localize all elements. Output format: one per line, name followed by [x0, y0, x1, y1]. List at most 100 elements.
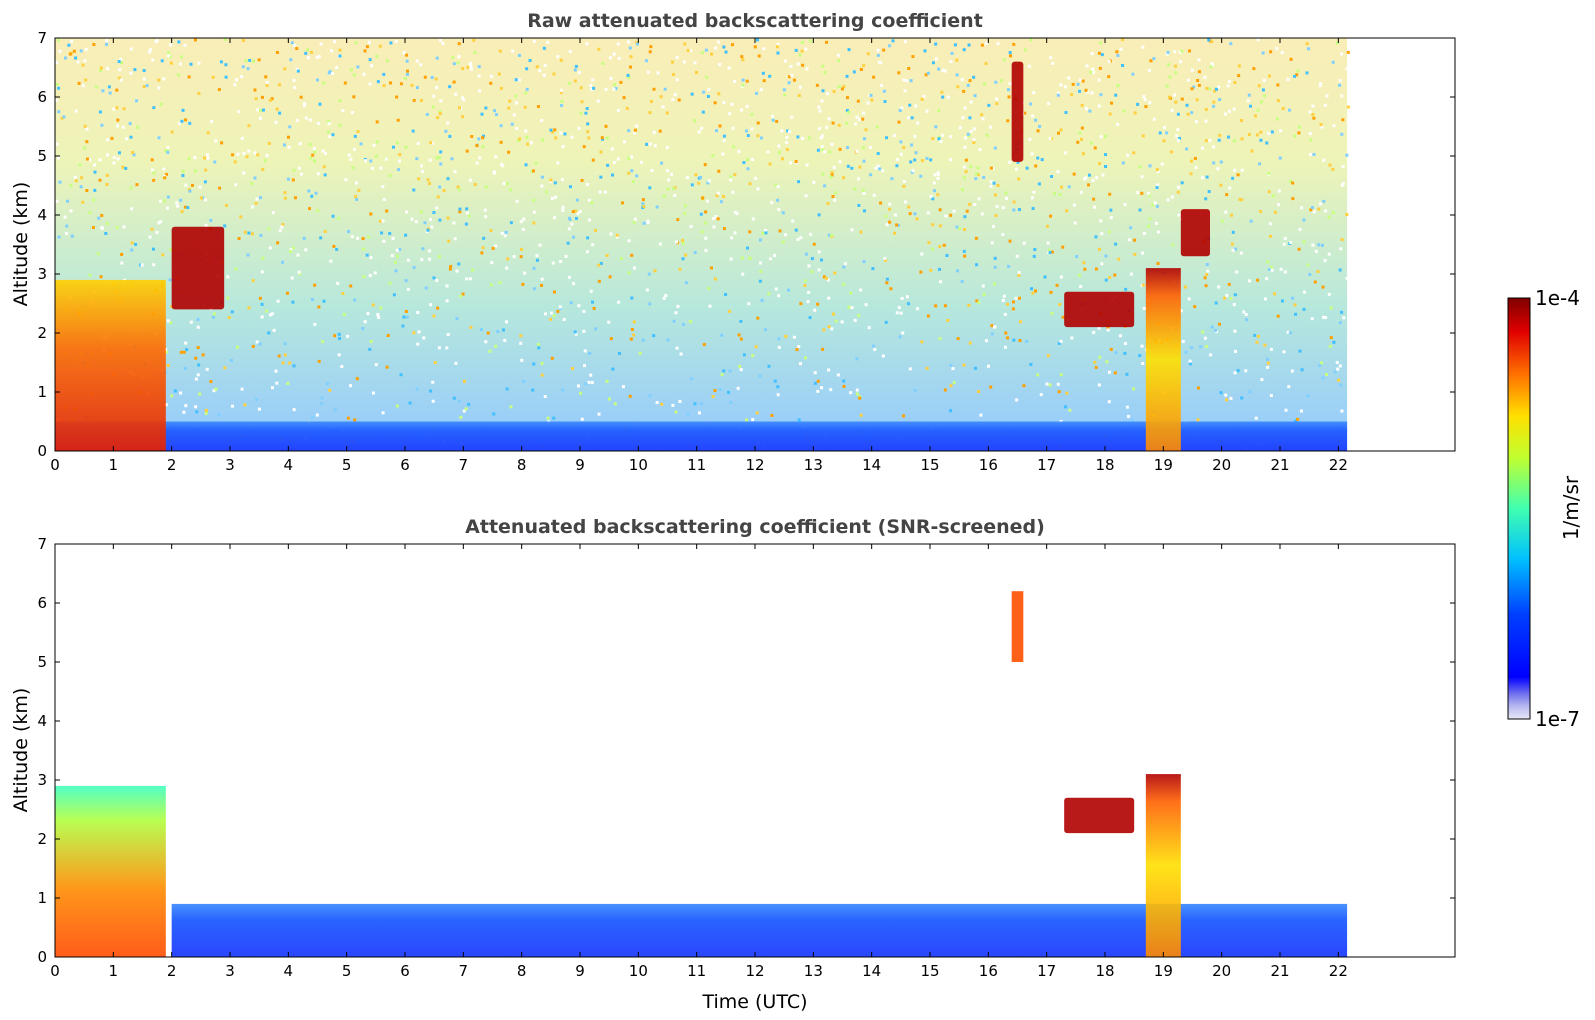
noise-speckle [1061, 245, 1065, 249]
noise-speckle [1040, 158, 1044, 162]
noise-speckle [718, 124, 722, 128]
noise-speckle [196, 317, 200, 321]
noise-speckle [532, 287, 536, 291]
noise-speckle [293, 43, 297, 47]
noise-speckle [810, 270, 814, 274]
noise-speckle [1130, 418, 1134, 422]
noise-speckle [1280, 299, 1284, 303]
panel2-x-tick-label: 8 [517, 962, 527, 980]
noise-speckle [1311, 243, 1315, 247]
noise-speckle [395, 254, 399, 258]
panel2-x-tick-label: 13 [804, 962, 823, 980]
noise-speckle [1338, 83, 1342, 87]
noise-speckle [850, 166, 854, 170]
noise-speckle [870, 98, 874, 102]
noise-speckle [349, 384, 353, 388]
noise-speckle [251, 59, 255, 63]
noise-speckle [1341, 182, 1345, 186]
noise-speckle [1280, 51, 1284, 55]
noise-speckle [290, 276, 294, 280]
noise-speckle [1127, 238, 1131, 242]
noise-speckle [131, 151, 135, 155]
noise-speckle [903, 40, 907, 44]
panel1-y-tick-label: 5 [37, 147, 47, 165]
noise-speckle [253, 151, 257, 155]
noise-speckle [439, 150, 443, 154]
noise-speckle [929, 268, 933, 272]
noise-speckle [1148, 101, 1152, 105]
noise-speckle [883, 100, 887, 104]
noise-speckle [1316, 269, 1320, 273]
noise-speckle [356, 236, 360, 240]
noise-speckle [1331, 167, 1335, 171]
noise-speckle [1340, 94, 1344, 98]
noise-speckle [1298, 349, 1302, 353]
noise-speckle [976, 166, 980, 170]
noise-speckle [648, 50, 652, 54]
noise-speckle [374, 154, 378, 158]
noise-speckle [480, 251, 484, 255]
noise-speckle [275, 107, 279, 111]
noise-speckle [563, 132, 567, 136]
noise-speckle [1003, 312, 1007, 316]
noise-speckle [152, 106, 156, 110]
noise-speckle [337, 332, 341, 336]
noise-speckle [566, 241, 570, 245]
noise-speckle [820, 99, 824, 103]
noise-speckle [597, 263, 601, 267]
noise-speckle [549, 128, 553, 132]
noise-speckle [55, 83, 59, 87]
noise-speckle [932, 189, 936, 193]
noise-speckle [329, 259, 333, 263]
noise-speckle [889, 287, 893, 291]
noise-speckle [949, 363, 953, 367]
noise-speckle [402, 315, 406, 319]
noise-speckle [298, 272, 302, 276]
noise-speckle [648, 142, 652, 146]
noise-speckle [291, 246, 295, 250]
noise-speckle [782, 88, 786, 92]
noise-speckle [79, 185, 83, 189]
noise-speckle [371, 391, 375, 395]
noise-speckle [251, 344, 255, 348]
noise-speckle [777, 144, 781, 148]
noise-speckle [329, 49, 333, 53]
noise-speckle [993, 282, 997, 286]
noise-speckle [1036, 373, 1040, 377]
noise-speckle [312, 147, 316, 151]
noise-speckle [1047, 101, 1051, 105]
noise-speckle [1341, 165, 1345, 169]
noise-speckle [842, 265, 846, 269]
noise-speckle [627, 171, 631, 175]
noise-speckle [850, 228, 854, 232]
noise-speckle [264, 75, 268, 79]
noise-speckle [953, 43, 957, 47]
noise-speckle [197, 91, 201, 95]
noise-speckle [96, 252, 100, 256]
noise-speckle [525, 135, 529, 139]
noise-speckle [862, 260, 866, 264]
noise-speckle [525, 87, 529, 91]
noise-speckle [908, 212, 912, 216]
noise-speckle [405, 210, 409, 214]
noise-speckle [356, 130, 360, 134]
noise-speckle [568, 49, 572, 53]
noise-speckle [821, 347, 825, 351]
noise-speckle [540, 184, 544, 188]
noise-speckle [1142, 306, 1146, 310]
noise-speckle [632, 180, 636, 184]
noise-speckle [1048, 383, 1052, 387]
noise-speckle [402, 51, 406, 55]
noise-speckle [502, 182, 506, 186]
noise-speckle [168, 55, 172, 59]
noise-speckle [774, 183, 778, 187]
noise-speckle [627, 271, 631, 275]
noise-speckle [122, 107, 126, 111]
noise-speckle [481, 145, 485, 149]
noise-speckle [862, 209, 866, 213]
noise-speckle [435, 86, 439, 90]
noise-speckle [237, 236, 241, 240]
noise-speckle [459, 415, 463, 419]
noise-speckle [65, 232, 69, 236]
noise-speckle [226, 275, 230, 279]
